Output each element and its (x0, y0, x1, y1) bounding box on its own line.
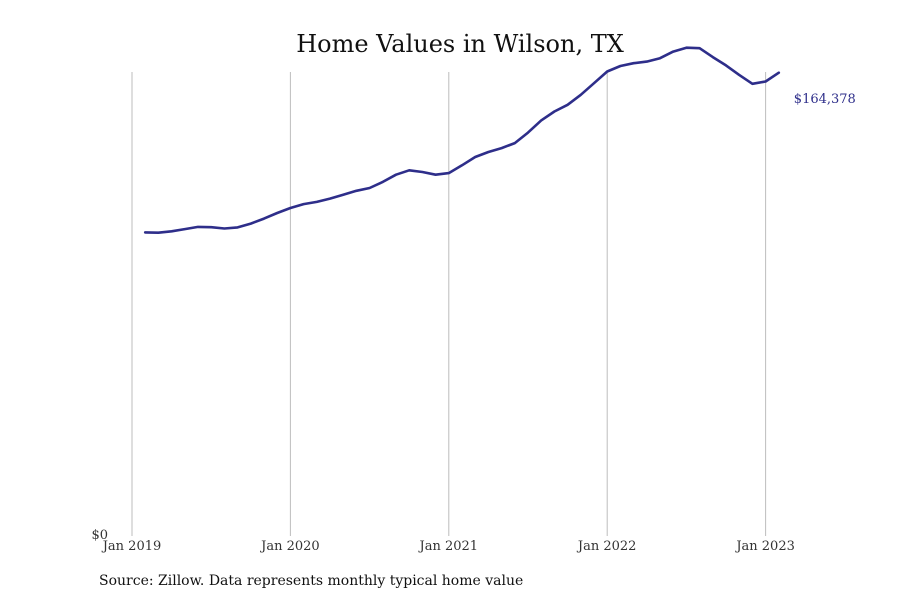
y-tick-label: $0 (91, 528, 108, 543)
chart-title: Home Values in Wilson, TX (296, 30, 624, 58)
x-tick-label: Jan 2022 (576, 539, 637, 554)
x-axis-ticks: Jan 2019 Jan 2020 Jan 2021 Jan 2022 Jan 2023 (101, 539, 795, 554)
x-tick-label: Jan 2021 (418, 539, 479, 554)
y-axis-ticks: $0 (91, 528, 108, 543)
end-value-label: $164,378 (794, 92, 856, 107)
series-layer (143, 46, 781, 234)
x-tick-label: Jan 2019 (101, 539, 162, 554)
x-tick-label: Jan 2023 (734, 539, 795, 554)
source-note: Source: Zillow. Data represents monthly … (99, 573, 523, 589)
gridlines (131, 72, 767, 536)
series-line-0 (143, 46, 781, 234)
x-tick-label: Jan 2020 (259, 539, 320, 554)
